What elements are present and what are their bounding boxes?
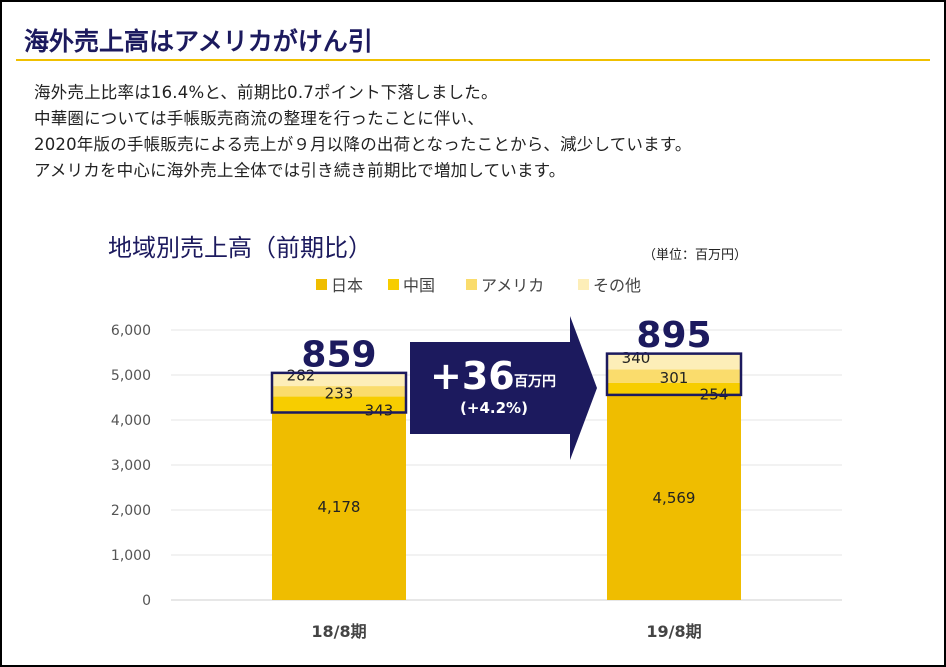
legend-swatch-1 xyxy=(316,279,327,290)
slide-heading: 海外売上高はアメリカがけん引 xyxy=(24,27,373,56)
bar-1-segment-label-3: 233 xyxy=(325,384,354,402)
y-tick-label-2: 2,000 xyxy=(111,503,151,519)
description: 海外売上比率は16.4%と、前期比0.7ポイント下落しました。 中華圏については… xyxy=(34,80,692,184)
bar-1-segment-label-1: 4,178 xyxy=(318,498,361,516)
bar-1-segment-4 xyxy=(272,373,406,387)
legend-swatch-2 xyxy=(388,279,399,290)
overseas-total-1: 859 xyxy=(301,334,376,375)
description-line-2: 中華圏については手帳販売商流の整理を行ったことに伴い、 xyxy=(34,109,485,128)
bar-1-segment-1 xyxy=(272,411,406,600)
legend-label-2: 中国 xyxy=(403,276,435,295)
y-axis: 0 1,000 2,000 3,000 4,000 5,000 6,000 xyxy=(111,323,151,609)
y-tick-label-6: 6,000 xyxy=(111,323,151,339)
x-tick-label-2: 19/8期 xyxy=(646,622,701,641)
bar-2-segment-label-3: 301 xyxy=(660,369,689,387)
change-arrow: +36 百万円 (+4.2%) xyxy=(410,316,597,460)
bar-1-segment-2 xyxy=(272,396,406,412)
y-tick-label-1: 1,000 xyxy=(111,548,151,564)
x-tick-label-1: 18/8期 xyxy=(311,622,366,641)
description-line-4: アメリカを中心に海外売上全体では引き続き前期比で増加しています。 xyxy=(34,161,566,180)
bar-2-segment-4 xyxy=(607,354,741,370)
chart-unit: （単位：百万円） xyxy=(643,247,747,263)
legend-swatch-3 xyxy=(466,279,477,290)
bar-2-segment-label-1: 4,569 xyxy=(653,489,696,507)
overseas-outline-1 xyxy=(270,371,408,414)
bar-1-segment-3 xyxy=(272,386,406,397)
y-tick-label-5: 5,000 xyxy=(111,368,151,384)
legend-label-4: その他 xyxy=(593,276,641,295)
overseas-total-2: 895 xyxy=(636,315,711,356)
bar-1-segment-label-4: 282 xyxy=(287,367,316,385)
chart-title: 地域別売上高（前期比） xyxy=(108,234,372,262)
chart-legend: 日本 中国 アメリカ その他 xyxy=(316,276,641,295)
change-percent: (+4.2%) xyxy=(460,399,528,417)
bar-2-segment-2 xyxy=(607,382,741,395)
heading-underline xyxy=(16,59,930,61)
description-line-3: 2020年版の手帳販売による売上が９月以降の出荷となったことから、減少しています… xyxy=(34,135,692,154)
legend-label-3: アメリカ xyxy=(481,276,544,295)
description-line-1: 海外売上比率は16.4%と、前期比0.7ポイント下落しました。 xyxy=(34,83,498,102)
bar-2-segment-3 xyxy=(607,369,741,383)
bar-2-segment-1 xyxy=(607,394,741,600)
bar-1-segment-label-2: 343 xyxy=(365,401,394,419)
legend-swatch-4 xyxy=(578,279,589,290)
change-arrow-shape xyxy=(410,316,597,460)
legend-label-1: 日本 xyxy=(331,276,363,295)
y-tick-label-3: 3,000 xyxy=(111,458,151,474)
change-unit: 百万円 xyxy=(514,374,556,390)
change-value: +36 xyxy=(430,354,515,398)
y-tick-label-0: 0 xyxy=(142,593,151,609)
x-axis: 18/8期 19/8期 xyxy=(311,622,701,641)
overseas-outline-2 xyxy=(605,352,743,397)
y-tick-label-4: 4,000 xyxy=(111,413,151,429)
